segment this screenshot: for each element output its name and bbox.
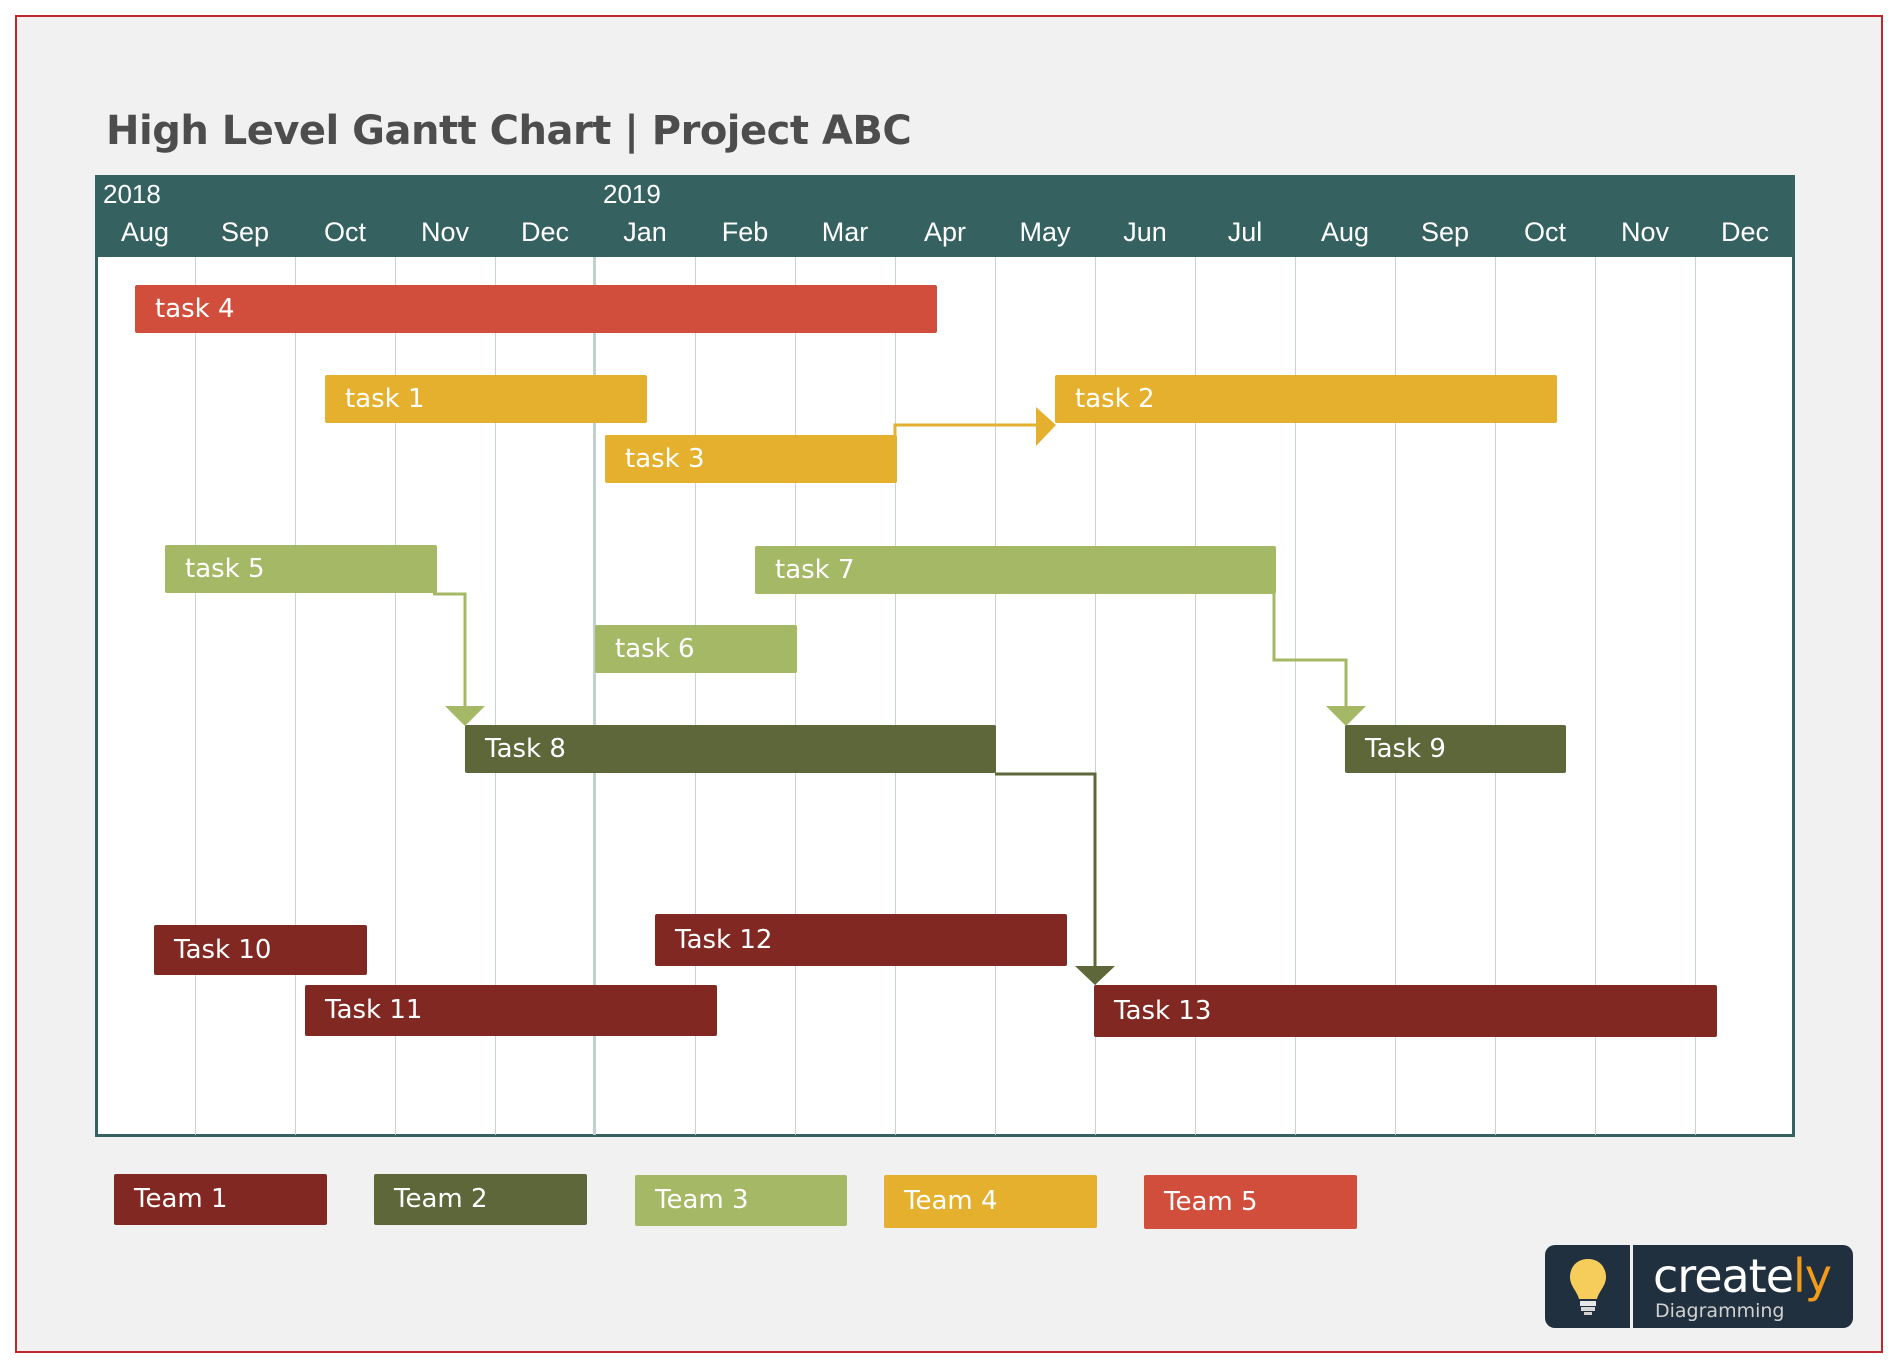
gridline [1095, 257, 1096, 1135]
creately-logo: creately Diagramming [1545, 1245, 1853, 1328]
year-divider [593, 257, 596, 1135]
legend-team-3: Team 3 [635, 1175, 847, 1226]
gridline [895, 257, 896, 1135]
month-label: Dec [520, 217, 569, 247]
year-label: 2018 [103, 179, 161, 209]
month-label: Sep [220, 217, 270, 247]
chart-title: High Level Gantt Chart | Project ABC [106, 108, 912, 154]
gridline [1395, 257, 1396, 1135]
logo-wordmark-main: create [1653, 1249, 1794, 1303]
task-bar-task-10[interactable]: Task 10 [154, 925, 367, 975]
legend-team-5: Team 5 [1144, 1175, 1357, 1229]
month-label: Oct [1523, 217, 1566, 247]
month-label: Mar [821, 217, 869, 247]
gridline [195, 257, 196, 1135]
month-label: Jan [623, 217, 667, 247]
task-bar-task-6[interactable]: task 6 [595, 625, 797, 673]
gridline [1495, 257, 1496, 1135]
month-label: Aug [1320, 217, 1370, 247]
month-label: Oct [323, 217, 366, 247]
task-bar-task-13[interactable]: Task 13 [1094, 985, 1717, 1037]
gridline [995, 257, 996, 1135]
logo-wordmark-accent: ly [1793, 1249, 1832, 1303]
task-bar-task-3[interactable]: task 3 [605, 435, 897, 483]
task-bar-task-1[interactable]: task 1 [325, 375, 647, 423]
gridline [495, 257, 496, 1135]
gridline [795, 257, 796, 1135]
gantt-chart-area [95, 175, 1795, 1137]
gridline [1595, 257, 1596, 1135]
task-bar-task-12[interactable]: Task 12 [655, 914, 1067, 966]
lightbulb-icon [1570, 1259, 1606, 1315]
gridline [695, 257, 696, 1135]
gridline [395, 257, 396, 1135]
timeline-header: 2018 2019 Aug Sep Oct Nov Dec Jan Feb Ma… [95, 175, 1795, 257]
logo-divider [1630, 1245, 1633, 1328]
month-label: Jun [1123, 217, 1167, 247]
task-bar-task-5[interactable]: task 5 [165, 545, 437, 593]
gridline [295, 257, 296, 1135]
legend-team-4: Team 4 [884, 1175, 1097, 1228]
month-label: Nov [420, 217, 469, 247]
logo-wordmark: creately [1653, 1249, 1832, 1303]
month-label: Jul [1227, 217, 1263, 247]
task-bar-task-2[interactable]: task 2 [1055, 375, 1557, 423]
month-label: Feb [721, 217, 769, 247]
month-label: Apr [923, 217, 967, 247]
gridline [1195, 257, 1196, 1135]
year-label: 2019 [603, 179, 661, 209]
task-bar-task-9[interactable]: Task 9 [1345, 725, 1566, 773]
month-label: May [1019, 217, 1071, 247]
month-label: Nov [1620, 217, 1669, 247]
legend-team-2: Team 2 [374, 1174, 587, 1225]
logo-subtitle: Diagramming [1655, 1300, 1785, 1322]
month-label: Aug [120, 217, 170, 247]
month-label: Sep [1420, 217, 1470, 247]
task-bar-task-11[interactable]: Task 11 [305, 985, 717, 1036]
task-bar-task-7[interactable]: task 7 [755, 546, 1276, 594]
task-bar-task-4[interactable]: task 4 [135, 285, 937, 333]
legend-team-1: Team 1 [114, 1174, 327, 1225]
gridline [1695, 257, 1696, 1135]
task-bar-task-8[interactable]: Task 8 [465, 725, 996, 773]
month-label: Dec [1720, 217, 1769, 247]
